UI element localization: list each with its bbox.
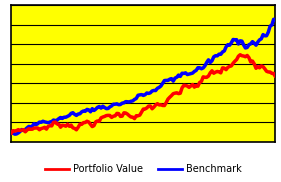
Legend: Portfolio Value, Benchmark: Portfolio Value, Benchmark — [41, 161, 246, 178]
